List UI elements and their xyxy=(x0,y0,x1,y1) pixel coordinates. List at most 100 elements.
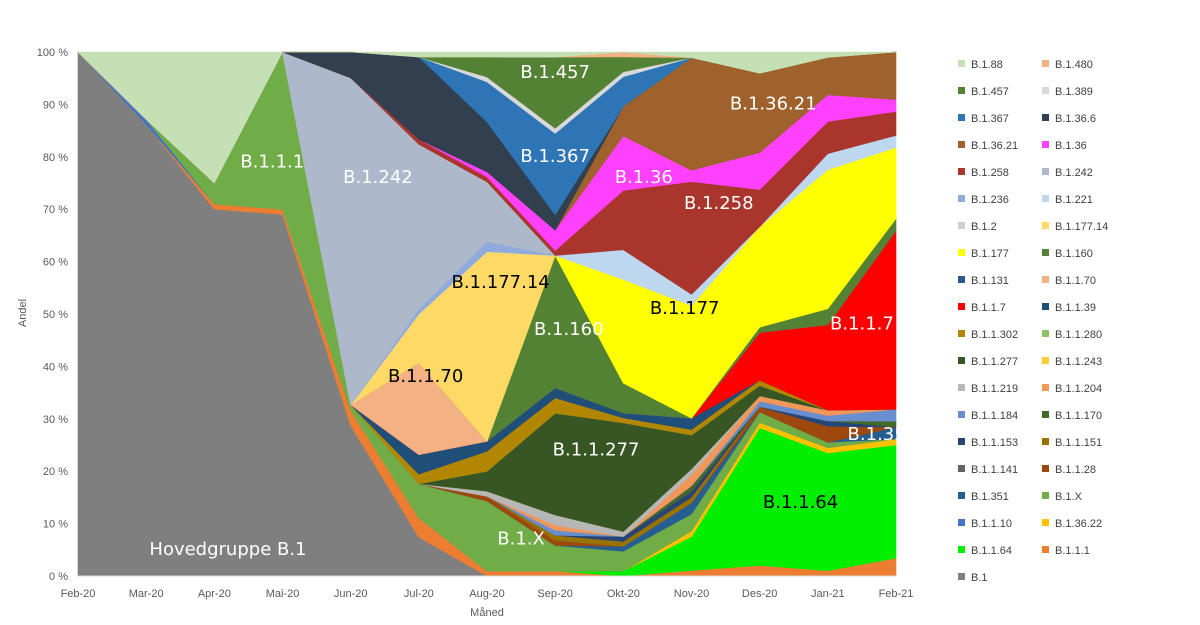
legend-label-b-1-1-1: B.1.1.1 xyxy=(1055,545,1090,557)
legend-label-b-1-480: B.1.480 xyxy=(1055,59,1093,71)
legend-label-b-1-88: B.1.88 xyxy=(971,59,1003,71)
y-tick-label: 20 % xyxy=(43,466,68,478)
legend-swatch-b-1-1-39 xyxy=(1042,303,1049,310)
legend-label-b-1-36: B.1.36 xyxy=(1055,140,1087,152)
x-tick-label: Apr-20 xyxy=(198,588,231,600)
y-tick-label: 10 % xyxy=(43,519,68,531)
legend-label-b-1-258: B.1.258 xyxy=(971,167,1009,179)
x-tick-label: Jul-20 xyxy=(404,588,434,600)
legend-label-b-1-1-219: B.1.1.219 xyxy=(971,383,1018,395)
legend-label-b-1-x: B.1.X xyxy=(1055,491,1083,503)
legend-swatch-b-1-36-22 xyxy=(1042,519,1049,526)
y-tick-label: 40 % xyxy=(43,361,68,373)
legend-label-b-1-1-277: B.1.1.277 xyxy=(971,356,1018,368)
legend-label-b-1-457: B.1.457 xyxy=(971,86,1009,98)
y-tick-label: 0 % xyxy=(49,571,68,583)
legend-swatch-b-1 xyxy=(958,573,965,580)
legend-swatch-b-1-1-184 xyxy=(958,411,965,418)
legend-swatch-b-1-131 xyxy=(958,276,965,283)
legend-label-b-1-36-22: B.1.36.22 xyxy=(1055,518,1102,530)
x-tick-label: Nov-20 xyxy=(674,588,709,600)
legend-label-b-1-242: B.1.242 xyxy=(1055,167,1093,179)
legend-swatch-b-1-351 xyxy=(958,492,965,499)
y-tick-label: 30 % xyxy=(43,414,68,426)
legend-swatch-b-1-236 xyxy=(958,195,965,202)
legend-label-b-1-1-302: B.1.1.302 xyxy=(971,329,1018,341)
area-labels: Hovedgruppe B.1 B.1.1.1 B.1.242 B.1.457 B.1.… xyxy=(149,62,917,560)
area-label-b-1-367: B.1.367 xyxy=(520,146,590,167)
area-b-1-88 xyxy=(77,51,897,184)
legend-label-b-1-1-70: B.1.1.70 xyxy=(1055,275,1096,287)
legend-swatch-b-1-1-219 xyxy=(958,384,965,391)
legend-swatch-b-1-1-277 xyxy=(958,357,965,364)
legend-label-b-1-177: B.1.177 xyxy=(971,248,1009,260)
legend-swatch-b-1-1-204 xyxy=(1042,384,1049,391)
y-tick-label: 100 % xyxy=(37,47,68,59)
legend-label-b-1-160: B.1.160 xyxy=(1055,248,1093,260)
legend: B.1.88 B.1.457 B.1.367 B.1.36.21 B.1.258 B.1.… xyxy=(958,59,1108,584)
y-tick-label: 70 % xyxy=(43,204,68,216)
legend-swatch-b-1-258 xyxy=(958,168,965,175)
area-label-b-1-1-7: B.1.1.7 xyxy=(830,314,894,335)
legend-swatch-b-1-1-151 xyxy=(1042,438,1049,445)
legend-label-b-1-221: B.1.221 xyxy=(1055,194,1093,206)
area-series-group xyxy=(77,51,897,577)
y-tick-label: 80 % xyxy=(43,152,68,164)
legend-label-b-1-1-170: B.1.1.170 xyxy=(1055,410,1102,422)
legend-label-b-1-1-243: B.1.1.243 xyxy=(1055,356,1102,368)
legend-swatch-b-1-389 xyxy=(1042,87,1049,94)
area-label-b-1-177: B.1.177 xyxy=(650,298,720,319)
legend-label-b-1-236: B.1.236 xyxy=(971,194,1009,206)
legend-label-b-1-131: B.1.131 xyxy=(971,275,1009,287)
legend-label-b-1-1-141: B.1.1.141 xyxy=(971,464,1018,476)
legend-swatch-b-1-1-7 xyxy=(958,303,965,310)
y-tick-label: 60 % xyxy=(43,257,68,269)
legend-label-b-1-1-280: B.1.1.280 xyxy=(1055,329,1102,341)
area-label-b-1-258: B.1.258 xyxy=(684,193,754,214)
y-axis: 0 % 10 % 20 % 30 % 40 % 50 % 60 % 70 % 80 % 90 % 1… xyxy=(37,47,68,583)
legend-label-b-1-1-39: B.1.1.39 xyxy=(1055,302,1096,314)
area-label-b-1-x: B.1.X xyxy=(497,529,545,550)
legend-swatch-b-1-457 xyxy=(958,87,965,94)
legend-label-b-1-1-184: B.1.1.184 xyxy=(971,410,1018,422)
legend-swatch-b-1-1-243 xyxy=(1042,357,1049,364)
legend-label-b-1-36-6: B.1.36.6 xyxy=(1055,113,1096,125)
legend-label-b-1-1-64: B.1.1.64 xyxy=(971,545,1012,557)
legend-label-b-1-1-153: B.1.1.153 xyxy=(971,437,1018,449)
legend-swatch-b-1-36-21 xyxy=(958,141,965,148)
area-label-b-1-242: B.1.242 xyxy=(343,167,413,188)
area-label-b-1-1-64: B.1.1.64 xyxy=(763,492,838,513)
legend-swatch-b-1-221 xyxy=(1042,195,1049,202)
legend-label-b-1-367: B.1.367 xyxy=(971,113,1009,125)
legend-label-b-1-1-7: B.1.1.7 xyxy=(971,302,1006,314)
area-label-b-1-36-21: B.1.36.21 xyxy=(730,94,817,115)
area-label-b-1-36: B.1.36 xyxy=(615,167,673,188)
legend-swatch-b-1-1-280 xyxy=(1042,330,1049,337)
legend-swatch-b-1-177 xyxy=(958,249,965,256)
x-tick-label: Feb-21 xyxy=(879,588,914,600)
x-tick-label: Mai-20 xyxy=(266,588,300,600)
legend-swatch-b-1-1-302 xyxy=(958,330,965,337)
area-label-b-1-351: B.1.351 xyxy=(848,424,918,445)
legend-swatch-b-1-1-28 xyxy=(1042,465,1049,472)
area-label-b-1-177-14: B.1.177.14 xyxy=(452,272,550,293)
legend-swatch-b-1-160 xyxy=(1042,249,1049,256)
legend-swatch-b-1-1-170 xyxy=(1042,411,1049,418)
legend-swatch-b-1-242 xyxy=(1042,168,1049,175)
legend-label-b-1-351: B.1.351 xyxy=(971,491,1009,503)
x-axis: Feb-20 Mar-20 Apr-20 Mai-20 Jun-20 Jul-20 Aug-… xyxy=(61,575,914,600)
area-label-b-1-457: B.1.457 xyxy=(520,62,590,83)
legend-label-b-1-389: B.1.389 xyxy=(1055,86,1093,98)
legend-swatch-b-1-36 xyxy=(1042,141,1049,148)
legend-swatch-b-1-1-64 xyxy=(958,546,965,553)
area-label-hovedgruppe-b-1: Hovedgruppe B.1 xyxy=(149,539,306,560)
legend-label-b-1-177-14: B.1.177.14 xyxy=(1055,221,1108,233)
area-label-b-1-1-277: B.1.1.277 xyxy=(553,439,640,460)
legend-swatch-b-1-2 xyxy=(958,222,965,229)
legend-swatch-b-1-367 xyxy=(958,114,965,121)
x-tick-label: Aug-20 xyxy=(469,588,504,600)
legend-swatch-b-1-x xyxy=(1042,492,1049,499)
area-label-b-1-160: B.1.160 xyxy=(534,319,604,340)
legend-swatch-b-1-1-141 xyxy=(958,465,965,472)
